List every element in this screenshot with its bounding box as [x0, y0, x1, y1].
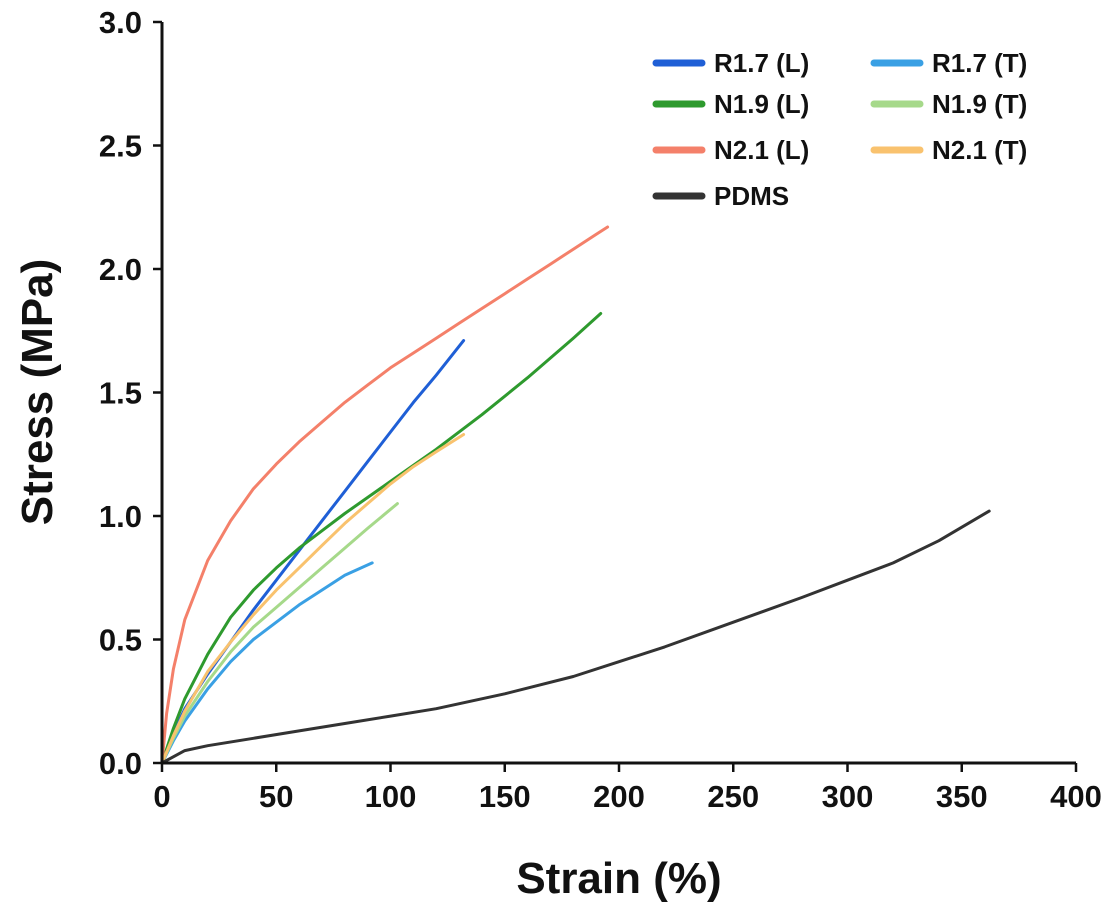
x-tick-label: 200: [593, 779, 645, 814]
y-axis-title: Stress (MPa): [13, 259, 62, 526]
x-tick-label: 0: [153, 779, 170, 814]
series-layer: [160, 225, 991, 765]
y-tick-label: 1.0: [99, 499, 142, 534]
x-tick-label: 400: [1050, 779, 1102, 814]
legend-label-pdms: PDMS: [714, 181, 789, 211]
legend-label-n1-9-t: N1.9 (T): [932, 89, 1027, 119]
series-line-n1-9-l: [160, 312, 603, 765]
series-line-n2-1-t: [160, 433, 466, 765]
legend-label-r1-7-l: R1.7 (L): [714, 48, 809, 78]
x-tick-label: 100: [365, 779, 417, 814]
series-line-pdms: [160, 509, 991, 765]
series-line-n2-1-l: [160, 225, 610, 765]
legend: R1.7 (L) R1.7 (T) N1.9 (L) N1.9 (T) N2.1 (L)…: [652, 48, 1027, 211]
x-tick-label: 350: [936, 779, 988, 814]
y-tick-label: 0.5: [99, 623, 142, 658]
y-tick-label: 3.0: [99, 5, 142, 40]
x-tick-label: 150: [479, 779, 531, 814]
y-tick-label: 1.5: [99, 376, 142, 411]
x-tick-label: 300: [822, 779, 874, 814]
axes: [160, 22, 1076, 765]
legend-label-r1-7-t: R1.7 (T): [932, 48, 1027, 78]
ticks: 0 50 100 150 200 250 300 350 400 0.0 0.5 1.0 1.5 2.0 2…: [99, 5, 1102, 814]
y-tick-label: 2.0: [99, 252, 142, 287]
legend-label-n1-9-l: N1.9 (L): [714, 89, 809, 119]
legend-label-n2-1-t: N2.1 (T): [932, 135, 1027, 165]
series-line-n1-9-t: [160, 502, 399, 765]
series-line-r1-7-t: [160, 561, 374, 765]
x-axis-title: Strain (%): [516, 854, 721, 903]
series-line-r1-7-l: [160, 339, 466, 765]
x-tick-label: 250: [707, 779, 759, 814]
x-tick-label: 50: [259, 779, 293, 814]
y-tick-label: 2.5: [99, 129, 142, 164]
legend-label-n2-1-l: N2.1 (L): [714, 135, 809, 165]
y-tick-label: 0.0: [99, 746, 142, 781]
